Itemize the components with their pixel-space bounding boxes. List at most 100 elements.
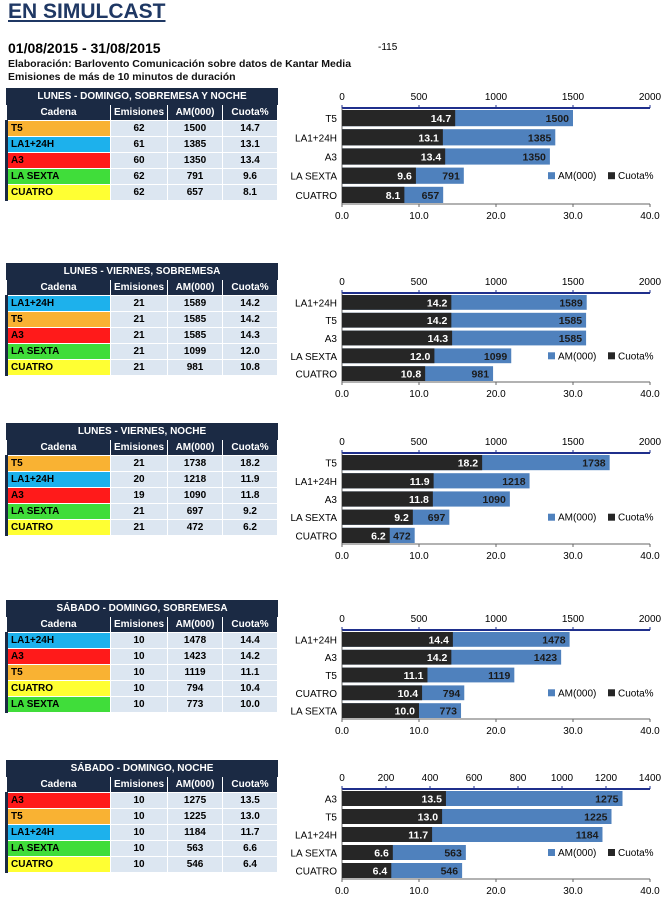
cuota-cell: 14.7: [222, 120, 279, 137]
table-row: LA1+24H 10 1478 14.4: [5, 632, 279, 649]
top-tick-label: 1200: [595, 773, 618, 784]
column-header: Cuota%: [222, 104, 279, 121]
emisiones-cell: 21: [109, 503, 169, 520]
bottom-tick-label: 10.0: [409, 551, 429, 560]
table-row: A3 60 1350 13.4: [5, 152, 279, 169]
legend-label-am: AM(000): [558, 513, 596, 524]
am-data-label: 1218: [502, 476, 526, 488]
data-table: LUNES - VIERNES, NOCHE Cadena Emisiones AM(…: [5, 423, 279, 536]
cuota-bar: [342, 809, 443, 824]
category-label: T5: [325, 316, 337, 327]
emisiones-cell: 61: [109, 136, 169, 153]
am-cell: 1099: [167, 343, 224, 360]
am-cell: 1423: [167, 648, 224, 665]
cuota-data-label: 14.4: [428, 634, 449, 646]
table-row: T5 62 1500 14.7: [5, 120, 279, 137]
category-label: LA1+24H: [295, 133, 337, 144]
am-cell: 1585: [167, 327, 224, 344]
cuota-bar: [342, 330, 453, 346]
column-header: Cadena: [6, 104, 111, 121]
cuota-cell: 14.3: [222, 327, 279, 344]
cuota-bar: [342, 312, 452, 328]
table-row: LA1+24H 10 1184 11.7: [5, 824, 279, 841]
category-label: CUATRO: [296, 191, 338, 202]
emisiones-cell: 21: [109, 455, 169, 472]
emisiones-cell: 10: [109, 824, 169, 841]
cuota-data-label: 18.2: [458, 458, 479, 470]
category-label: LA1+24H: [295, 298, 337, 309]
channel-cell: A3: [5, 648, 111, 665]
am-cell: 1738: [167, 455, 224, 472]
am-data-label: 1478: [542, 634, 566, 646]
am-data-label: 1350: [523, 152, 547, 164]
cuota-data-label: 6.4: [373, 866, 388, 878]
table-title: LUNES - VIERNES, NOCHE: [5, 423, 279, 440]
channel-cell: LA SEXTA: [5, 343, 111, 360]
category-label: CUATRO: [296, 867, 338, 878]
top-tick-label: 500: [411, 437, 428, 448]
column-header: Cadena: [6, 439, 111, 456]
table-row: T5 21 1585 14.2: [5, 311, 279, 328]
cuota-bar: [342, 685, 423, 701]
emisiones-cell: 10: [109, 792, 169, 809]
am-data-label: 697: [428, 512, 446, 524]
data-table: SÁBADO - DOMINGO, NOCHE Cadena Emisiones AM…: [5, 760, 279, 873]
column-header: Cadena: [6, 776, 111, 793]
channel-cell: T5: [5, 311, 111, 328]
bottom-tick-label: 10.0: [409, 886, 429, 895]
bar-chart: 0 500 1000 1500 2000 0.0 10.0 20.0 30.0 40.0 T5 150…: [290, 92, 661, 220]
cuota-data-label: 9.6: [397, 171, 412, 183]
bottom-tick-label: 0.0: [335, 886, 349, 895]
data-table: SÁBADO - DOMINGO, SOBREMESA Cadena Emision…: [5, 600, 279, 713]
top-tick-label: 0: [339, 437, 345, 448]
cuota-data-label: 11.8: [409, 494, 429, 506]
category-label: LA1+24H: [295, 831, 337, 842]
legend-label-am: AM(000): [558, 351, 596, 362]
am-cell: 657: [167, 184, 224, 201]
cuota-bar: [342, 110, 456, 127]
cuota-bar: [342, 455, 483, 471]
cuota-cell: 6.6: [222, 840, 279, 857]
cuota-data-label: 13.1: [418, 132, 439, 144]
emisiones-cell: 10: [109, 856, 169, 873]
category-label: T5: [325, 459, 337, 470]
column-header: Emisiones: [109, 616, 169, 633]
channel-cell: CUATRO: [5, 519, 111, 536]
table-title: LUNES - DOMINGO, SOBREMESA Y NOCHE: [5, 88, 279, 105]
cuota-data-label: 14.7: [431, 113, 452, 125]
bottom-tick-label: 40.0: [640, 551, 660, 560]
channel-cell: A3: [5, 487, 111, 504]
cuota-data-label: 14.2: [427, 297, 448, 309]
am-cell: 981: [167, 359, 224, 376]
legend-label-cuota: Cuota%: [618, 848, 654, 859]
table-row: LA SEXTA 21 697 9.2: [5, 503, 279, 520]
top-tick-label: 200: [378, 773, 395, 784]
category-label: A3: [325, 653, 338, 664]
column-header: Emisiones: [109, 279, 169, 296]
top-tick-label: 1500: [562, 92, 585, 103]
cuota-bar: [342, 186, 405, 203]
data-table: LUNES - DOMINGO, SOBREMESA Y NOCHE Cadena…: [5, 88, 279, 201]
cuota-cell: 8.1: [222, 184, 279, 201]
am-cell: 546: [167, 856, 224, 873]
category-label: A3: [325, 334, 338, 345]
am-data-label: 1184: [576, 830, 599, 842]
channel-cell: LA SEXTA: [5, 503, 111, 520]
table-row: LA SEXTA 10 563 6.6: [5, 840, 279, 857]
legend-label-cuota: Cuota%: [618, 688, 654, 699]
table-row: LA1+24H 20 1218 11.9: [5, 471, 279, 488]
cuota-bar: [342, 348, 435, 364]
am-data-label: 794: [443, 688, 461, 700]
cuota-bar: [342, 167, 416, 184]
am-cell: 1500: [167, 120, 224, 137]
cuota-bar: [342, 845, 393, 860]
cuota-cell: 13.1: [222, 136, 279, 153]
channel-cell: T5: [5, 455, 111, 472]
table-row: A3 10 1275 13.5: [5, 792, 279, 809]
am-cell: 794: [167, 680, 224, 697]
emisiones-cell: 21: [109, 343, 169, 360]
channel-cell: LA1+24H: [5, 632, 111, 649]
channel-cell: CUATRO: [5, 184, 111, 201]
page-title: EN SIMULCAST: [8, 0, 166, 23]
table-row: LA SEXTA 10 773 10.0: [5, 696, 279, 713]
